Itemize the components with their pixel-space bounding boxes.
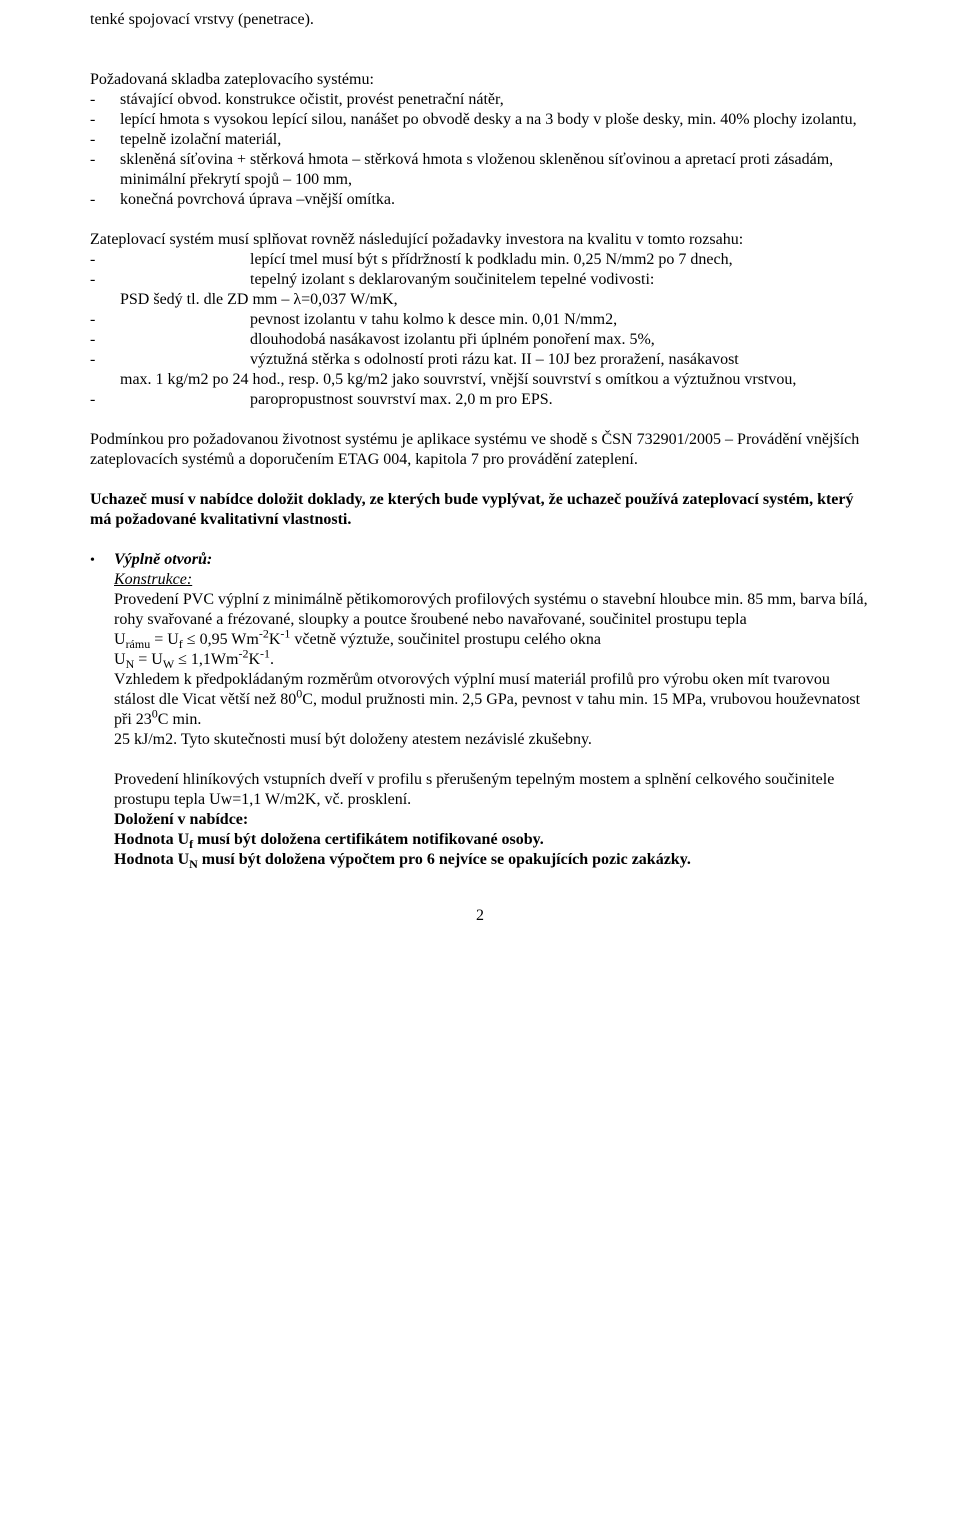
- sub-heading: Konstrukce:: [114, 570, 870, 590]
- list-item-text: lepící tmel musí být s přídržností k pod…: [250, 251, 733, 268]
- list-item-text: dlouhodobá nasákavost izolantu při úplné…: [250, 331, 655, 348]
- superscript: -2: [238, 647, 248, 661]
- list-item: výztužná stěrka s odolností proti rázu k…: [90, 350, 870, 390]
- list-item: tepelně izolační materiál,: [90, 130, 870, 150]
- list-item-continuation: max. 1 kg/m2 po 24 hod., resp. 0,5 kg/m2…: [120, 370, 870, 390]
- section-heading: Výplně otvorů:: [114, 550, 870, 570]
- text: = U: [134, 651, 163, 668]
- text: ≤ 1,1Wm: [174, 651, 238, 668]
- text: = U: [150, 631, 179, 648]
- paragraph: Provedení hliníkových vstupních dveří v …: [114, 770, 870, 810]
- paragraph-bold: Hodnota UN musí být doložena výpočtem pr…: [114, 850, 870, 870]
- text: C min.: [158, 711, 202, 728]
- list-requirements: lepící tmel musí být s přídržností k pod…: [90, 250, 870, 410]
- superscript: -1: [280, 627, 290, 641]
- document-page: tenké spojovací vrstvy (penetrace). Poža…: [0, 0, 960, 966]
- list-item: paropropustnost souvrství max. 2,0 m pro…: [90, 390, 870, 410]
- text: Hodnota U: [114, 851, 189, 868]
- text: musí být doložena výpočtem pro 6 nejvíce…: [198, 851, 691, 868]
- bullet-section: • Výplně otvorů: Konstrukce: Provedení P…: [90, 550, 870, 870]
- list-item: dlouhodobá nasákavost izolantu při úplné…: [90, 330, 870, 350]
- text: K: [269, 631, 281, 648]
- list-item-text: paropropustnost souvrství max. 2,0 m pro…: [250, 391, 553, 408]
- superscript: -2: [259, 627, 269, 641]
- subscript: N: [189, 857, 198, 871]
- text: K: [248, 651, 260, 668]
- list-item: lepící tmel musí být s přídržností k pod…: [90, 250, 870, 270]
- paragraph: 25 kJ/m2. Tyto skutečnosti musí být dolo…: [114, 730, 870, 750]
- text: včetně výztuže, součinitel prostupu celé…: [290, 631, 601, 648]
- paragraph: Podmínkou pro požadovanou životnost syst…: [90, 430, 870, 470]
- list-skladba: stávající obvod. konstrukce očistit, pro…: [90, 90, 870, 210]
- text: Hodnota U: [114, 831, 189, 848]
- list-item: konečná povrchová úprava –vnější omítka.: [90, 190, 870, 210]
- list-item: skleněná síťovina + stěrková hmota – stě…: [90, 150, 870, 190]
- paragraph: Vzhledem k předpokládaným rozměrům otvor…: [114, 670, 870, 730]
- text: musí být doložena certifikátem notifikov…: [193, 831, 544, 848]
- list-item: tepelný izolant s deklarovaným součinite…: [90, 270, 870, 310]
- paragraph-bold: Doložení v nabídce:: [114, 810, 870, 830]
- list-item: lepící hmota s vysokou lepící silou, nan…: [90, 110, 870, 130]
- list-item-text: výztužná stěrka s odolností proti rázu k…: [250, 351, 739, 368]
- list-item-continuation: PSD šedý tl. dle ZD mm – λ=0,037 W/mK,: [120, 290, 870, 310]
- section-heading: Požadovaná skladba zateplovacího systému…: [90, 70, 870, 90]
- list-item-text: pevnost izolantu v tahu kolmo k desce mi…: [250, 311, 617, 328]
- formula-line: Urámu = Uf ≤ 0,95 Wm-2K-1 včetně výztuže…: [114, 630, 870, 650]
- paragraph: Zateplovací systém musí splňovat rovněž …: [90, 230, 870, 250]
- text: U: [114, 631, 126, 648]
- paragraph-bold: Uchazeč musí v nabídce doložit doklady, …: [90, 490, 870, 530]
- bullet-icon: •: [90, 552, 114, 570]
- page-number: 2: [90, 906, 870, 926]
- superscript: -1: [260, 647, 270, 661]
- formula-line: UN = UW ≤ 1,1Wm-2K-1.: [114, 650, 870, 670]
- paragraph: tenké spojovací vrstvy (penetrace).: [90, 10, 870, 30]
- paragraph-bold: Hodnota Uf musí být doložena certifikáte…: [114, 830, 870, 850]
- text: ≤ 0,95 Wm: [183, 631, 259, 648]
- paragraph: Provedení PVC výplní z minimálně pětikom…: [114, 590, 870, 630]
- list-item: pevnost izolantu v tahu kolmo k desce mi…: [90, 310, 870, 330]
- list-item-text: tepelný izolant s deklarovaným součinite…: [250, 271, 654, 288]
- text: .: [270, 651, 274, 668]
- list-item: stávající obvod. konstrukce očistit, pro…: [90, 90, 870, 110]
- text: U: [114, 651, 126, 668]
